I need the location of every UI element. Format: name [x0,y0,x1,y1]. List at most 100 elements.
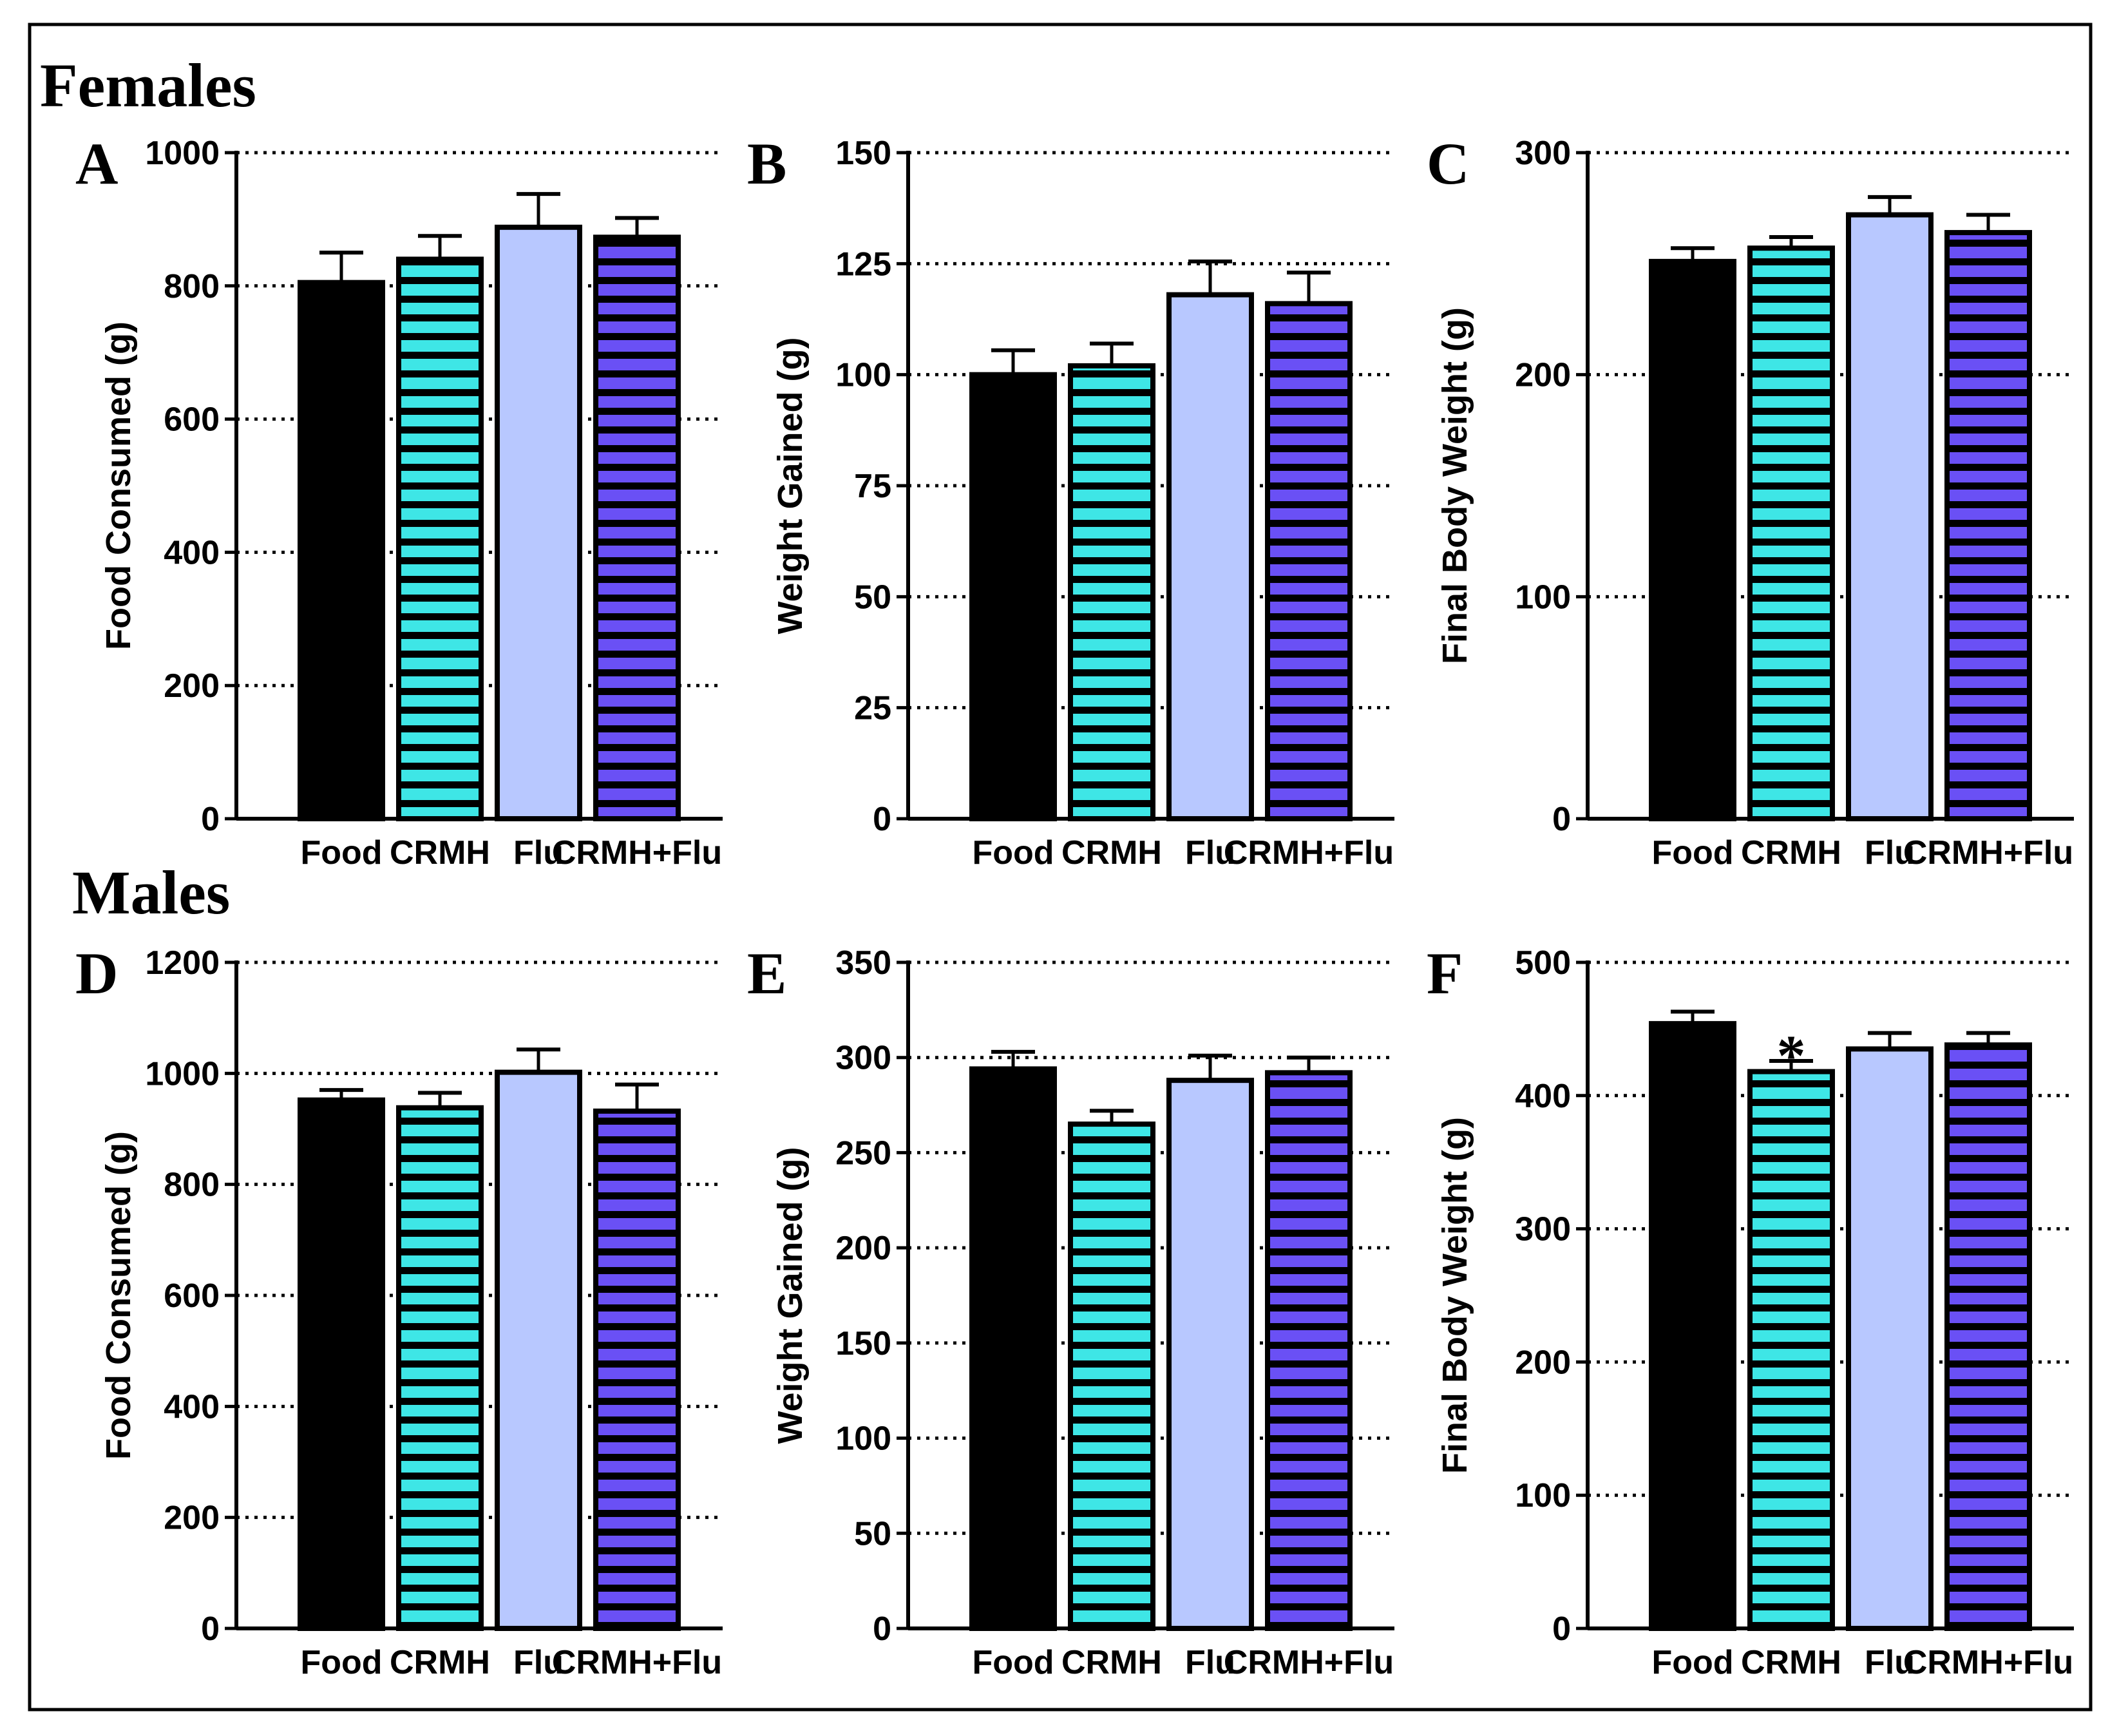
bar-flu [1166,292,1254,821]
x-tick-label: CRMH+Flu [552,834,722,872]
y-tick-label: 125 [835,245,891,283]
x-tick-label: Food [1651,834,1733,872]
bar-crmh-flu [593,1108,681,1631]
panel-letter: A [75,131,118,196]
y-tick-label: 150 [835,135,891,172]
x-tick-label: CRMH+Flu [552,1644,722,1681]
panel-letter: F [1427,940,1463,1006]
x-tick-label: Food [300,834,382,872]
y-tick-label: 250 [835,1134,891,1172]
x-tick-label: CRMH+Flu [1903,1644,2073,1681]
bar-food [1649,258,1736,821]
y-tick-label: 600 [164,401,220,439]
y-tick-label: 400 [1515,1078,1571,1115]
bar-flu [1846,212,1934,821]
y-tick-label: 100 [1515,578,1571,616]
x-tick-label: Flu [1865,834,1915,872]
bar-flu [495,224,582,822]
x-tick-label: Food [972,1644,1054,1681]
bar-crmh [396,256,484,821]
bar-flu [495,1069,582,1631]
y-axis-label: Weight Gained (g) [771,1147,810,1444]
y-tick-label: 200 [1515,1344,1571,1381]
y-tick-label: 200 [835,1230,891,1267]
x-tick-label: CRMH+Flu [1224,834,1394,872]
bar-crmh [1068,363,1155,821]
x-tick-label: Flu [1185,834,1235,872]
y-axis-label: Food Consumed (g) [99,1131,138,1460]
x-tick-label: Flu [513,1644,564,1681]
y-tick-label: 25 [854,690,891,727]
bar-crmh-flu [1265,301,1353,821]
x-tick-label: CRMH+Flu [1903,834,2073,872]
y-tick-label: 200 [164,667,220,705]
y-tick-label: 0 [1552,801,1571,838]
significance-marker: * [1777,1024,1806,1088]
bar-crmh-flu [1944,230,2032,821]
y-tick-label: 100 [835,1420,891,1458]
bar-flu [1846,1046,1934,1632]
y-tick-label: 350 [835,944,891,982]
bar-food [1649,1021,1736,1632]
bar-food [298,1097,385,1631]
x-tick-label: Flu [1865,1644,1915,1681]
y-tick-label: 50 [854,1515,891,1552]
y-tick-label: 500 [1515,944,1571,982]
y-axis-label: Final Body Weight (g) [1436,1117,1474,1474]
bar-crmh-flu [1265,1070,1353,1631]
y-tick-label: 300 [1515,135,1571,172]
x-tick-label: CRMH+Flu [1224,1644,1394,1681]
x-tick-label: Food [300,1644,382,1681]
y-tick-label: 100 [835,357,891,394]
panel-letter: C [1427,131,1469,196]
section-title-males: Males [72,858,230,927]
y-tick-label: 150 [835,1325,891,1362]
panel-letter: E [747,940,786,1006]
panel-letter: D [75,940,118,1006]
y-tick-label: 600 [164,1277,220,1315]
section-title-females: Females [40,51,256,120]
y-tick-label: 50 [854,578,891,616]
panel-d: D 0 200 400 600 800 1000 1200 Food CRMH FluCRMH+Fl… [75,940,723,1681]
bar-food [298,280,385,821]
panel-e: E 0 50 100 150 200 250 300 350 Food CRMH FluCRMH+Fl… [747,940,1394,1681]
bar-crmh-flu [593,234,681,821]
x-tick-label: Food [1651,1644,1733,1681]
y-tick-label: 0 [873,801,891,838]
y-tick-label: 1200 [145,944,220,982]
panel-letter: B [747,131,786,196]
x-tick-label: Food [972,834,1054,872]
x-tick-label: CRMH [390,1644,490,1681]
y-tick-label: 200 [1515,357,1571,394]
y-tick-label: 400 [164,534,220,571]
y-tick-label: 100 [1515,1477,1571,1514]
y-axis-label: Food Consumed (g) [99,321,138,650]
x-tick-label: CRMH [1061,834,1162,872]
bar-crmh [1747,1069,1835,1632]
x-tick-label: CRMH [390,834,490,872]
y-tick-label: 0 [201,801,220,838]
bar-crmh-flu [1944,1042,2032,1631]
bar-crmh [1747,245,1835,821]
x-tick-label: Flu [513,834,564,872]
x-tick-label: CRMH [1741,834,1841,872]
y-axis-label: Final Body Weight (g) [1436,307,1474,664]
y-tick-label: 200 [164,1500,220,1537]
y-tick-label: 0 [1552,1610,1571,1648]
y-tick-label: 0 [201,1610,220,1648]
x-tick-label: CRMH [1061,1644,1162,1681]
bar-flu [1166,1078,1254,1632]
bar-food [969,1066,1057,1631]
y-tick-label: 400 [164,1388,220,1426]
bar-crmh [1068,1121,1155,1631]
y-tick-label: 75 [854,468,891,505]
y-tick-label: 800 [164,268,220,305]
bar-crmh [396,1105,484,1632]
y-axis-label: Weight Gained (g) [771,338,810,634]
y-tick-label: 1000 [145,135,220,172]
y-tick-label: 300 [1515,1211,1571,1248]
